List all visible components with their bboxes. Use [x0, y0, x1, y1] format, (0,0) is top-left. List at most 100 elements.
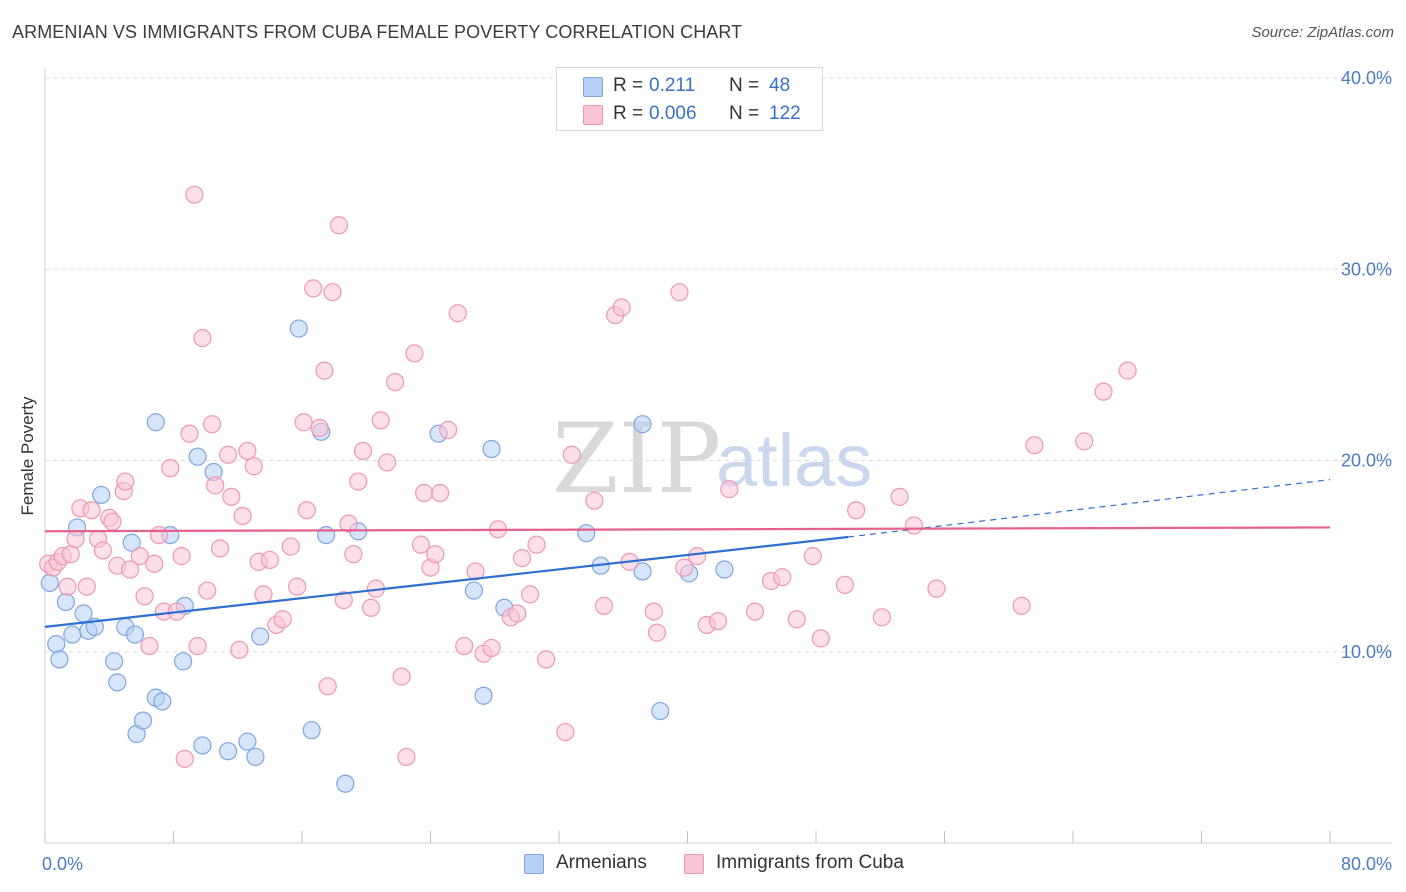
bottom-legend-label: Armenians	[556, 852, 647, 873]
point-cuba	[238, 441, 257, 461]
point-cuba	[585, 491, 604, 510]
y-tick-label: 20.0%	[1341, 451, 1392, 471]
bottom-legend-swatch-armenians	[524, 854, 544, 874]
legend-n-label: N =	[729, 75, 760, 96]
point-cuba	[835, 575, 855, 594]
point-cuba	[431, 483, 450, 503]
point-cuba	[386, 372, 405, 392]
point-cuba	[116, 472, 135, 491]
point-cuba	[140, 636, 159, 656]
point-cuba	[233, 506, 252, 526]
y-tick-label: 40.0%	[1341, 68, 1392, 88]
point-cuba	[161, 459, 180, 478]
point-cuba	[206, 476, 225, 495]
point-cuba	[482, 638, 501, 658]
point-cuba	[172, 547, 191, 566]
point-cuba	[527, 535, 546, 554]
point-armenian	[482, 439, 501, 459]
point-armenian	[251, 627, 270, 646]
point-armenian	[104, 652, 124, 671]
point-cuba	[378, 453, 397, 472]
point-cuba	[675, 558, 694, 577]
point-cuba	[508, 604, 527, 623]
point-cuba	[193, 329, 212, 348]
point-armenian	[246, 747, 265, 767]
legend-row-cuba: R = 0.006 N = 122	[557, 100, 822, 128]
legend-row-armenians: R = 0.211 N = 48	[557, 72, 822, 100]
point-cuba	[647, 623, 667, 642]
point-cuba	[273, 610, 292, 629]
bottom-legend: Armenians Immigrants from Cuba	[0, 851, 1406, 879]
point-cuba	[185, 185, 204, 204]
point-cuba	[811, 629, 830, 648]
point-armenian	[133, 711, 153, 730]
point-cuba	[520, 585, 540, 604]
y-tick-label: 10.0%	[1341, 642, 1392, 662]
point-cuba	[803, 547, 822, 566]
point-cuba	[198, 581, 217, 600]
bottom-legend-swatch-cuba	[684, 854, 704, 874]
point-cuba	[349, 472, 368, 491]
point-armenian	[474, 686, 493, 705]
point-cuba	[323, 283, 342, 302]
point-cuba	[787, 610, 806, 629]
trendline-armenians-extension	[848, 479, 1331, 538]
point-armenian	[464, 581, 483, 600]
legend-n-value: 48	[769, 75, 791, 96]
trendline-armenians	[44, 535, 849, 628]
point-armenian	[125, 625, 145, 644]
point-armenian	[316, 525, 336, 545]
point-cuba	[426, 545, 445, 564]
point-cuba	[315, 361, 334, 380]
point-cuba	[688, 547, 707, 566]
point-cuba	[708, 612, 728, 631]
point-cuba	[230, 640, 249, 659]
legend-r-value: 0.006	[649, 103, 697, 124]
point-cuba	[175, 749, 194, 768]
point-cuba	[392, 667, 411, 686]
point-armenian	[715, 560, 734, 579]
point-cuba	[82, 501, 101, 520]
point-cuba	[397, 747, 416, 767]
point-cuba	[58, 577, 77, 596]
point-cuba	[334, 591, 353, 610]
point-cuba	[439, 420, 458, 439]
point-cuba	[121, 560, 140, 579]
point-armenian	[219, 742, 238, 761]
legend-n-label: N =	[729, 103, 760, 124]
point-cuba	[904, 516, 924, 535]
point-cuba	[260, 550, 279, 570]
point-armenian	[238, 732, 257, 751]
point-cuba	[188, 636, 207, 656]
point-cuba	[353, 441, 373, 461]
point-cuba	[304, 279, 323, 298]
bottom-legend-label: Immigrants from Cuba	[716, 852, 904, 873]
point-cuba	[1075, 432, 1094, 451]
point-cuba	[411, 535, 430, 554]
point-cuba	[149, 525, 169, 545]
point-armenian	[174, 652, 193, 671]
point-cuba	[405, 344, 424, 363]
point-cuba	[1012, 596, 1031, 615]
point-armenian	[56, 592, 75, 612]
point-cuba	[872, 608, 891, 627]
point-cuba	[219, 445, 238, 464]
chart-title: ARMENIAN VS IMMIGRANTS FROM CUBA FEMALE …	[12, 22, 743, 42]
series-cuba	[39, 185, 1137, 768]
point-cuba	[61, 545, 80, 564]
point-armenian	[577, 524, 596, 543]
point-cuba	[1118, 361, 1137, 380]
point-cuba	[745, 602, 765, 621]
point-armenian	[74, 604, 93, 623]
point-cuba	[594, 596, 614, 615]
point-cuba	[93, 541, 112, 560]
point-cuba	[361, 598, 381, 617]
point-cuba	[297, 501, 316, 520]
point-cuba	[288, 577, 307, 596]
legend: R = 0.211 N = 48 R = 0.006 N = 122	[556, 67, 823, 131]
point-cuba	[244, 457, 263, 476]
point-cuba	[329, 216, 349, 235]
point-cuba	[890, 487, 909, 506]
legend-n-value: 122	[769, 103, 801, 124]
point-cuba	[344, 545, 363, 564]
